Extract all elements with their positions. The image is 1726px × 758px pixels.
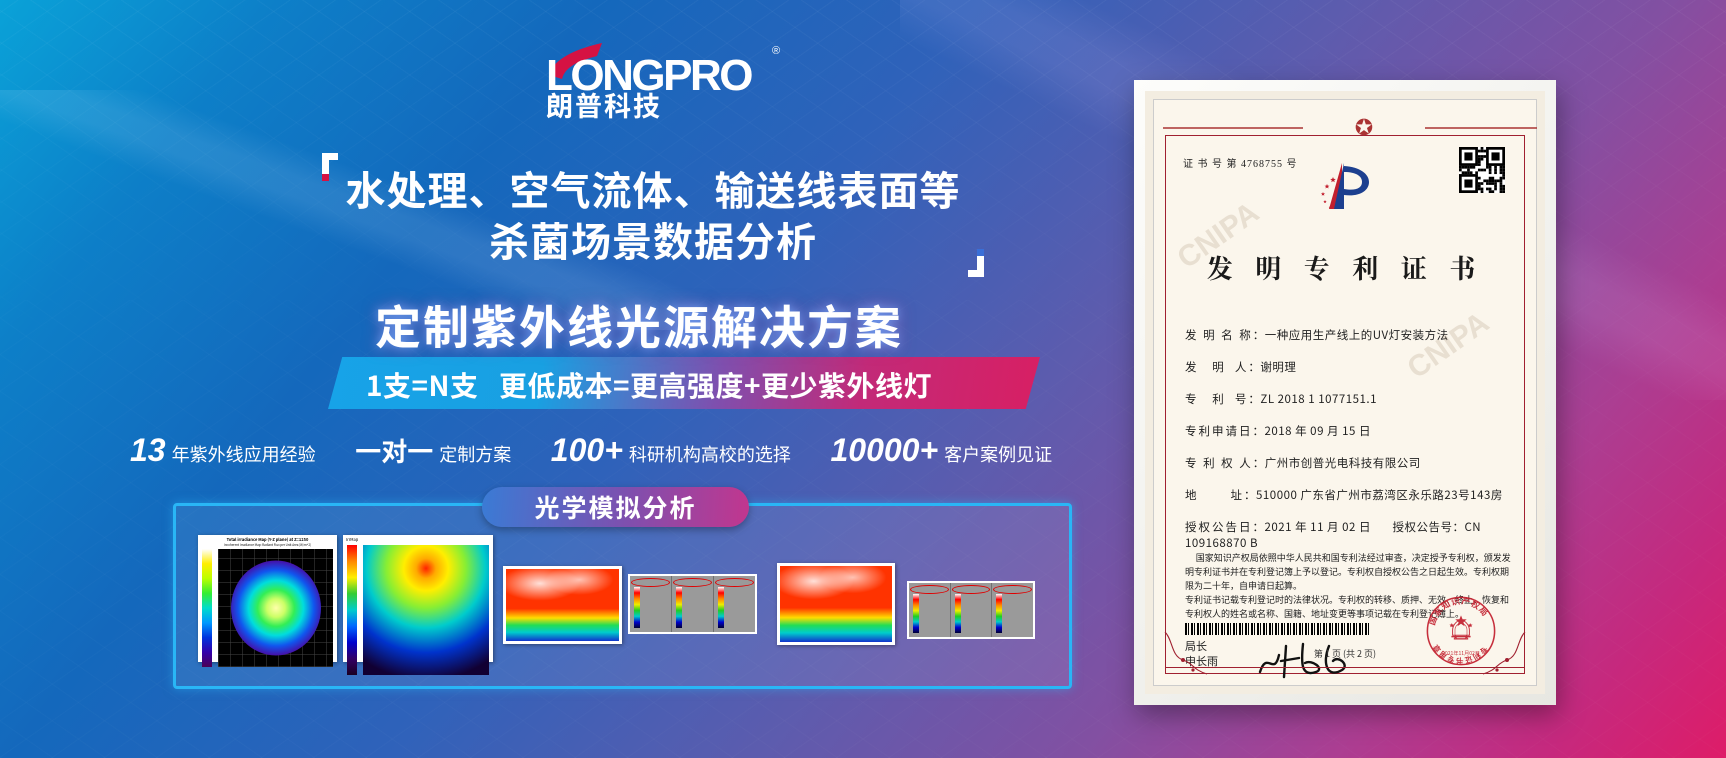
svg-text:朗普科技: 朗普科技 [546, 85, 662, 122]
svg-text:®: ® [772, 45, 780, 57]
svg-text:✪: ✪ [1355, 115, 1373, 140]
